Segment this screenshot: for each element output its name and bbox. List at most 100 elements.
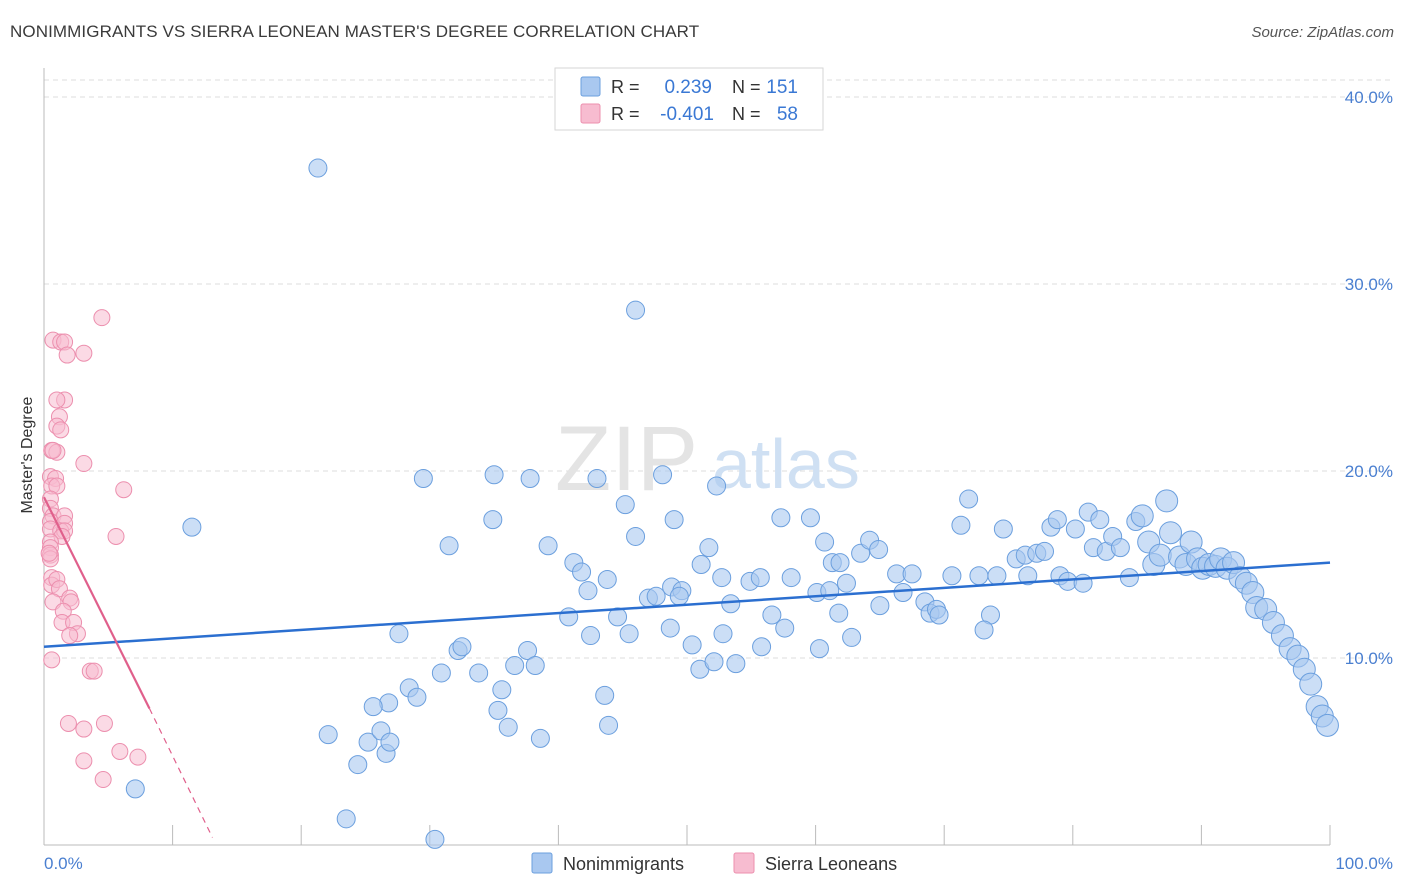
- point-sierra-leoneans-57: [40, 544, 58, 562]
- point-nonimmigrants-133: [619, 624, 639, 644]
- point-nonimmigrants-137: [682, 635, 702, 655]
- source-label: Source: ZipAtlas.com: [1251, 24, 1394, 41]
- point-sierra-leoneans-52: [75, 720, 93, 738]
- y-tick-label-30: 30.0%: [1345, 275, 1393, 294]
- point-sierra-leoneans-51: [95, 714, 113, 732]
- point-nonimmigrants-127: [530, 728, 550, 748]
- legend-r-label-1: R =: [611, 77, 640, 97]
- point-nonimmigrants-27: [721, 594, 741, 614]
- point-nonimmigrants-75: [1130, 504, 1154, 528]
- point-nonimmigrants-14: [800, 508, 820, 528]
- x-tick-label-max: 100.0%: [1335, 854, 1393, 873]
- point-sierra-leoneans-4: [58, 346, 76, 364]
- legend-n-value-2: 58: [777, 104, 798, 125]
- point-nonimmigrants-126: [525, 655, 545, 675]
- point-nonimmigrants-40: [869, 540, 889, 560]
- point-nonimmigrants-125: [518, 641, 538, 661]
- point-nonimmigrants-20: [597, 569, 617, 589]
- legend-box: R = 0.239 N = 151 R = -0.401 N = 58: [554, 67, 824, 131]
- trend-lines: [43, 496, 1331, 838]
- point-nonimmigrants-146: [842, 627, 862, 647]
- point-nonimmigrants-44: [902, 564, 922, 584]
- point-nonimmigrants-128: [559, 607, 579, 627]
- point-nonimmigrants-16: [538, 536, 558, 556]
- point-nonimmigrants-43: [893, 583, 913, 603]
- y-tick-label-20: 20.0%: [1345, 462, 1393, 481]
- point-nonimmigrants-122: [492, 680, 512, 700]
- point-nonimmigrants-80: [1159, 521, 1183, 545]
- legend-n-label-2: N =: [732, 104, 761, 124]
- point-nonimmigrants-141: [726, 654, 746, 674]
- point-sierra-leoneans-49: [85, 662, 103, 680]
- point-sierra-leoneans-46: [61, 627, 79, 645]
- point-nonimmigrants-26: [712, 568, 732, 588]
- point-nonimmigrants-131: [599, 715, 619, 735]
- watermark-zip: ZIP: [555, 408, 698, 510]
- trendline-nonimmigrants: [43, 561, 1331, 649]
- point-nonimmigrants-57: [1018, 566, 1038, 586]
- point-nonimmigrants-65: [1065, 519, 1085, 539]
- point-nonimmigrants-4: [484, 465, 504, 485]
- point-nonimmigrants-106: [318, 725, 338, 745]
- point-nonimmigrants-3: [413, 468, 433, 488]
- series-sierra-leoneans-points: [40, 309, 147, 789]
- point-nonimmigrants-72: [1110, 538, 1130, 558]
- point-nonimmigrants-13: [771, 508, 791, 528]
- point-nonimmigrants-129: [581, 626, 601, 646]
- point-nonimmigrants-119: [452, 637, 472, 657]
- y-tick-labels: 10.0% 20.0% 30.0% 40.0%: [1345, 88, 1393, 668]
- point-nonimmigrants-8: [707, 476, 727, 496]
- point-sierra-leoneans-30: [107, 527, 125, 545]
- point-nonimmigrants-145: [829, 603, 849, 623]
- point-nonimmigrants-124: [505, 655, 525, 675]
- point-nonimmigrants-148: [125, 779, 145, 799]
- point-nonimmigrants-143: [809, 639, 829, 659]
- bottom-legend: Nonimmigrants Sierra Leoneans: [531, 852, 897, 874]
- point-nonimmigrants-2: [182, 517, 202, 537]
- point-nonimmigrants-48: [942, 566, 962, 586]
- point-sierra-leoneans-7: [48, 391, 66, 409]
- legend-n-value-1: 151: [766, 77, 798, 98]
- point-nonimmigrants-1: [626, 300, 646, 320]
- watermark-atlas: atlas: [712, 425, 860, 503]
- point-sierra-leoneans-14: [75, 455, 93, 473]
- point-sierra-leoneans-13: [44, 441, 62, 459]
- point-sierra-leoneans-10: [52, 421, 70, 439]
- point-nonimmigrants-34: [815, 532, 835, 552]
- point-nonimmigrants-121: [488, 700, 508, 720]
- legend-r-label-2: R =: [611, 104, 640, 124]
- bottom-legend-label-nonimmigrants: Nonimmigrants: [563, 854, 684, 874]
- bottom-legend-label-sierra-leoneans: Sierra Leoneans: [765, 854, 897, 874]
- point-sierra-leoneans-53: [111, 743, 129, 760]
- watermark: ZIP atlas: [555, 408, 860, 510]
- point-sierra-leoneans-0: [93, 309, 111, 327]
- point-nonimmigrants-10: [615, 495, 635, 515]
- legend-swatch-blue: [580, 76, 601, 97]
- axes: [43, 68, 1331, 846]
- trendline-sierra-leoneans-extension: [148, 708, 214, 838]
- point-sierra-leoneans-56: [94, 771, 112, 789]
- point-nonimmigrants-53: [974, 620, 994, 640]
- point-nonimmigrants-130: [595, 685, 615, 705]
- point-nonimmigrants-31: [775, 618, 795, 638]
- legend-n-label-1: N =: [732, 77, 761, 97]
- point-nonimmigrants-60: [1035, 541, 1055, 561]
- legend-r-value-1: 0.239: [664, 77, 712, 98]
- point-nonimmigrants-101: [1299, 672, 1323, 696]
- point-nonimmigrants-69: [1090, 510, 1110, 530]
- point-sierra-leoneans-55: [75, 752, 93, 770]
- point-nonimmigrants-136: [669, 586, 689, 606]
- trendline-sierra-leoneans: [43, 496, 151, 709]
- point-nonimmigrants-24: [691, 555, 711, 574]
- point-nonimmigrants-25: [699, 538, 719, 558]
- point-sierra-leoneans-5: [75, 344, 93, 362]
- point-nonimmigrants-9: [483, 510, 503, 530]
- point-sierra-leoneans-47: [43, 651, 61, 669]
- point-nonimmigrants-32: [781, 568, 801, 588]
- point-nonimmigrants-114: [389, 624, 409, 644]
- point-nonimmigrants-140: [713, 624, 733, 644]
- point-nonimmigrants-19: [578, 581, 598, 601]
- point-sierra-leoneans-19: [115, 481, 133, 499]
